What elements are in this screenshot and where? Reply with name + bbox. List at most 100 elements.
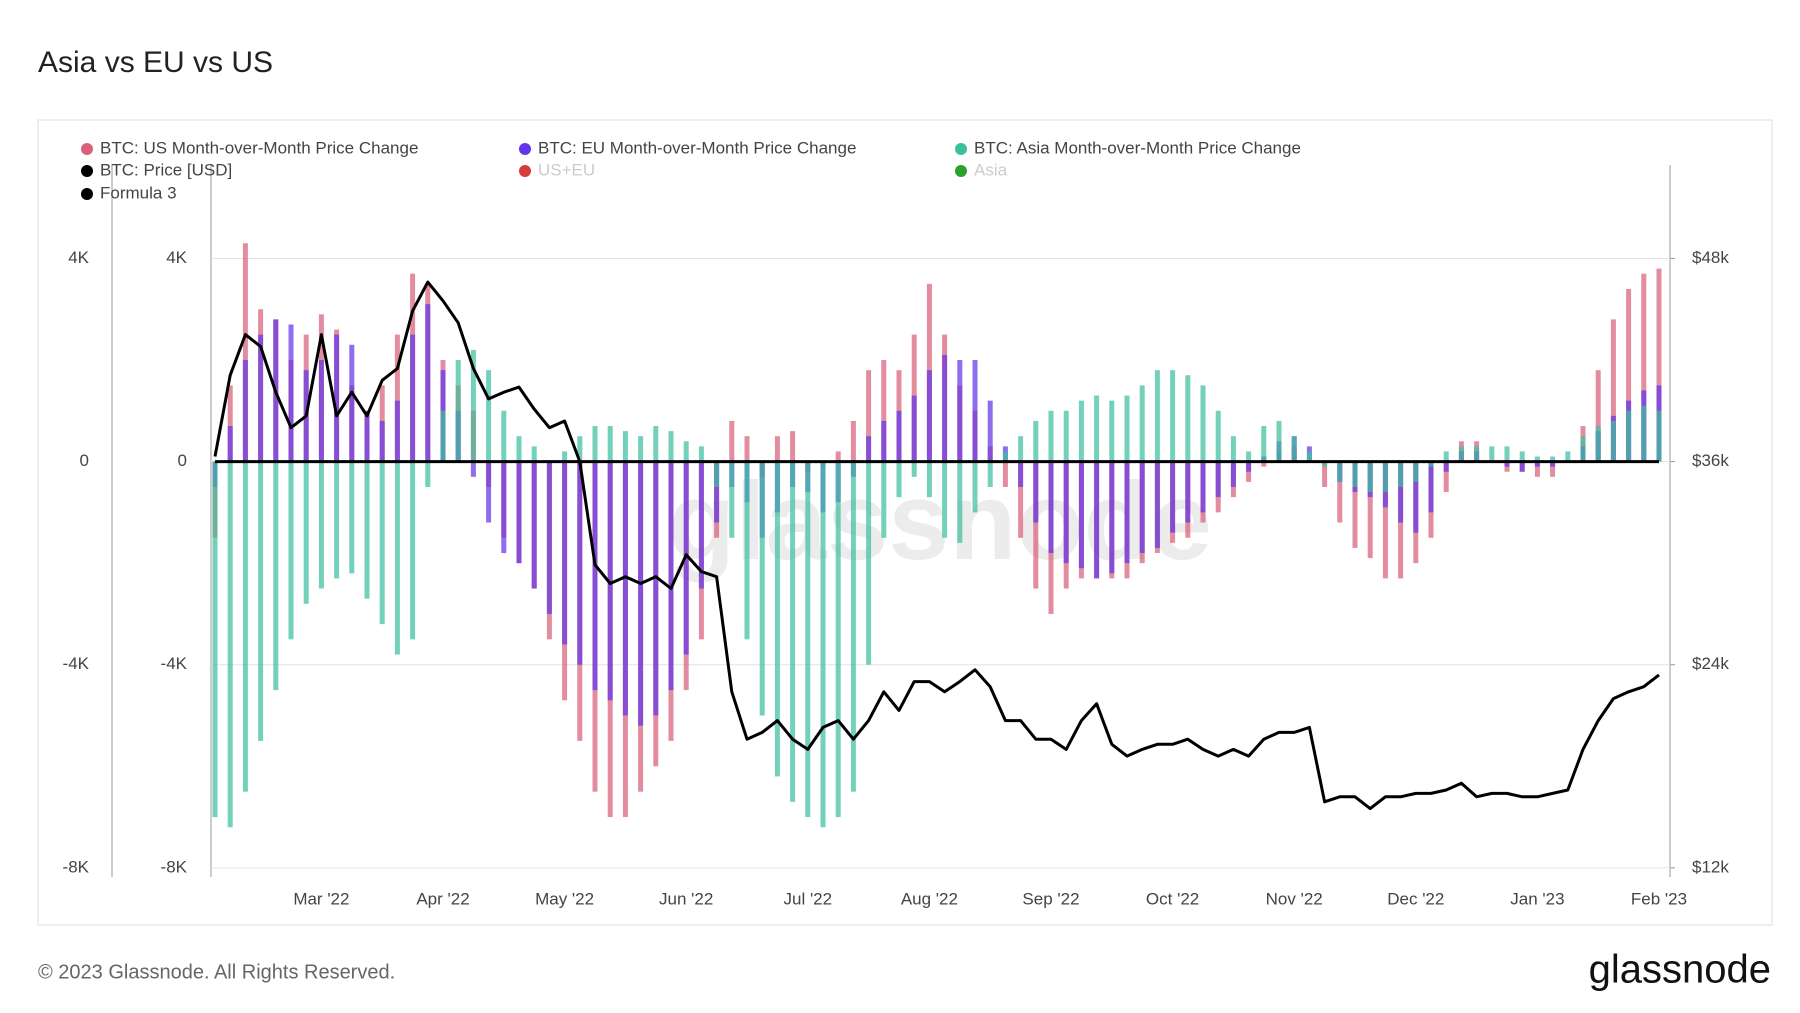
bar bbox=[1474, 446, 1480, 462]
bar bbox=[1519, 461, 1525, 472]
x-tick-label: Sep '22 bbox=[1022, 889, 1079, 908]
bar bbox=[1109, 461, 1115, 574]
legend-marker bbox=[81, 188, 93, 200]
bar bbox=[1246, 451, 1252, 462]
bar bbox=[1398, 461, 1404, 487]
bar bbox=[896, 461, 902, 498]
x-tick-label: Aug '22 bbox=[901, 889, 958, 908]
legend-marker bbox=[81, 165, 93, 177]
bar bbox=[698, 446, 704, 462]
x-tick-label: Jan '23 bbox=[1510, 889, 1564, 908]
bar bbox=[1200, 461, 1206, 513]
bar bbox=[470, 461, 476, 477]
bar bbox=[1413, 461, 1419, 533]
chart-frame bbox=[37, 119, 1773, 926]
bar bbox=[866, 370, 872, 462]
bar bbox=[1276, 420, 1282, 462]
bar bbox=[638, 436, 644, 462]
bar bbox=[972, 461, 978, 513]
bar bbox=[455, 360, 461, 462]
y2-tick-label: $36k bbox=[1692, 451, 1729, 470]
bar bbox=[653, 461, 659, 716]
bar bbox=[1519, 451, 1525, 462]
bar bbox=[1002, 451, 1008, 462]
bar bbox=[1048, 410, 1054, 462]
legend-label: BTC: EU Month-over-Month Price Change bbox=[538, 138, 856, 157]
legend-marker bbox=[81, 143, 93, 155]
bar bbox=[1443, 461, 1449, 472]
bar bbox=[379, 461, 385, 625]
bar bbox=[1656, 410, 1662, 462]
bar bbox=[835, 461, 841, 818]
bar bbox=[318, 461, 324, 589]
bar bbox=[744, 436, 750, 462]
bar bbox=[1261, 426, 1267, 462]
bar bbox=[1550, 461, 1556, 467]
bar bbox=[592, 426, 598, 462]
bar bbox=[288, 324, 294, 462]
bar bbox=[486, 370, 492, 462]
bar bbox=[425, 304, 431, 462]
bar bbox=[562, 461, 568, 645]
bar bbox=[227, 426, 233, 462]
bar bbox=[1200, 385, 1206, 462]
bar bbox=[1063, 410, 1069, 462]
x-tick-label: Feb '23 bbox=[1631, 889, 1687, 908]
bar bbox=[1641, 273, 1647, 462]
bar bbox=[1534, 456, 1540, 462]
bar bbox=[1215, 410, 1221, 462]
bar bbox=[774, 436, 780, 462]
y-tick-label: 4K bbox=[166, 248, 187, 267]
bar bbox=[1610, 319, 1616, 462]
bar bbox=[1443, 461, 1449, 493]
bar bbox=[774, 461, 780, 777]
bar bbox=[622, 461, 628, 716]
y-tick-label: -4K bbox=[161, 654, 188, 673]
bar bbox=[1018, 436, 1024, 462]
bar bbox=[1139, 461, 1145, 553]
bar bbox=[668, 461, 674, 691]
bar bbox=[1382, 461, 1388, 579]
bar bbox=[1367, 461, 1373, 493]
bar bbox=[1322, 461, 1328, 467]
bar bbox=[987, 461, 993, 487]
bar bbox=[1413, 461, 1419, 482]
bar bbox=[1595, 426, 1601, 462]
bar bbox=[1063, 461, 1069, 564]
logo: glassnode bbox=[1589, 948, 1771, 992]
bar bbox=[1610, 420, 1616, 462]
y-tick-label: 0 bbox=[178, 451, 187, 470]
bar bbox=[486, 461, 492, 523]
bar bbox=[516, 436, 522, 462]
bar bbox=[1550, 461, 1556, 477]
bar bbox=[242, 461, 248, 792]
bar bbox=[1139, 385, 1145, 462]
x-tick-label: Apr '22 bbox=[416, 889, 469, 908]
bar bbox=[592, 461, 598, 691]
bar bbox=[1246, 461, 1252, 472]
legend-label: BTC: Price [USD] bbox=[100, 160, 232, 179]
legend-marker bbox=[519, 165, 531, 177]
x-tick-label: Jul '22 bbox=[783, 889, 832, 908]
bar bbox=[227, 385, 233, 462]
bar bbox=[1170, 461, 1176, 533]
bar bbox=[470, 349, 476, 462]
bar bbox=[1002, 461, 1008, 487]
bar bbox=[349, 344, 355, 462]
bar bbox=[729, 420, 735, 462]
bar bbox=[1124, 395, 1130, 462]
bar bbox=[1443, 451, 1449, 462]
bar bbox=[759, 461, 765, 716]
bar bbox=[1078, 461, 1084, 569]
y2-tick-label: $48k bbox=[1692, 248, 1729, 267]
bar bbox=[1656, 268, 1662, 462]
bar bbox=[501, 410, 507, 462]
bar bbox=[1489, 446, 1495, 462]
bar bbox=[911, 461, 917, 477]
y2-tick-label: $24k bbox=[1692, 654, 1729, 673]
bar bbox=[501, 461, 507, 553]
bar bbox=[866, 436, 872, 462]
bar bbox=[714, 461, 720, 487]
